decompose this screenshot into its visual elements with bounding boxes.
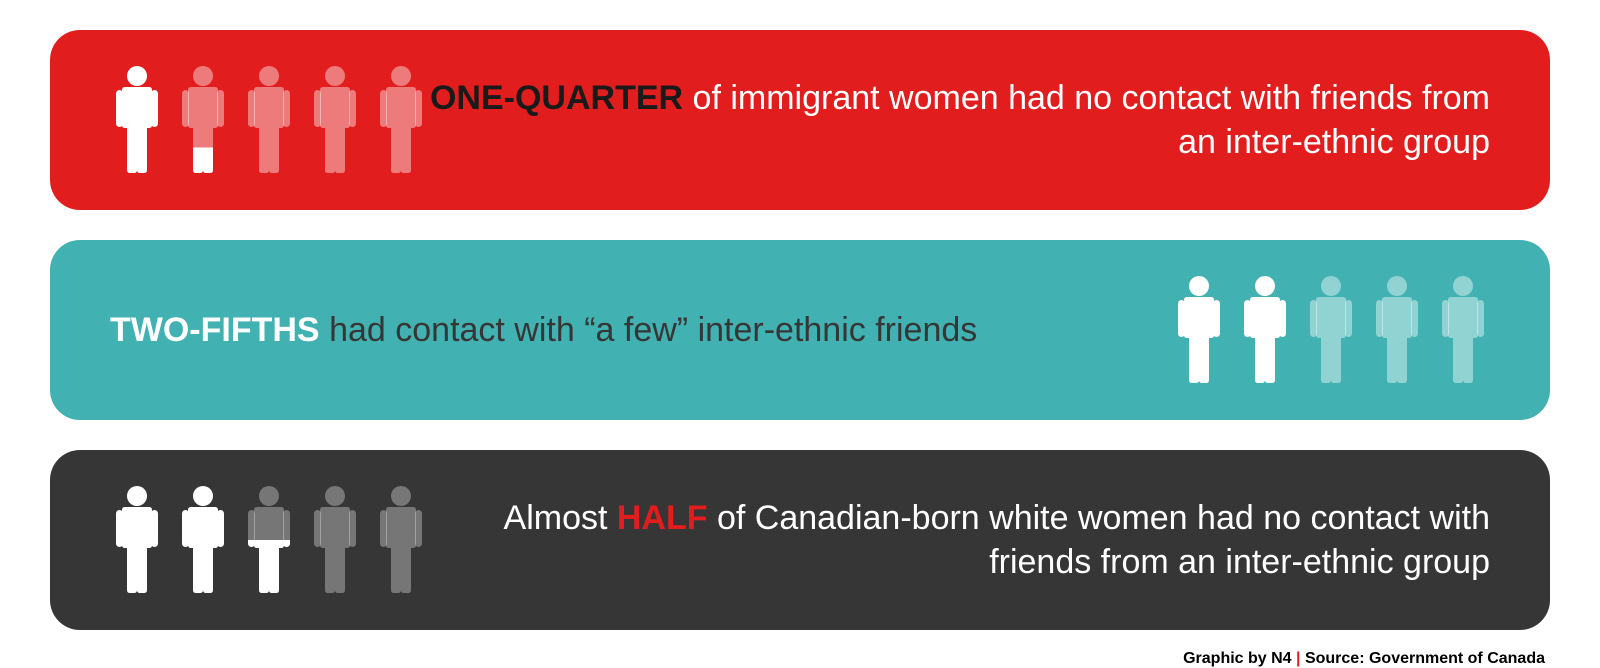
person-icon-faded bbox=[308, 65, 362, 175]
attribution-line: Graphic by N4 | Source: Government of Ca… bbox=[50, 650, 1550, 668]
person-icon-partial bbox=[176, 65, 230, 175]
stat-bar-one-quarter: ONE-QUARTER of immigrant women had no co… bbox=[50, 30, 1550, 210]
stat-body-3: of Canadian-born white women had no cont… bbox=[708, 499, 1490, 581]
person-icon-faded bbox=[1304, 275, 1358, 385]
stat-bar-half: Almost HALF of Canadian-born white women… bbox=[50, 450, 1550, 630]
person-icon-group-3 bbox=[110, 485, 428, 595]
stat-text-1: ONE-QUARTER of immigrant women had no co… bbox=[428, 76, 1490, 164]
person-icon-faded bbox=[242, 65, 296, 175]
person-icon-filled bbox=[1172, 275, 1226, 385]
stat-text-2: TWO-FIFTHS had contact with “a few” inte… bbox=[110, 308, 1172, 352]
stat-highlight-3: HALF bbox=[617, 499, 708, 537]
person-icon-group-1 bbox=[110, 65, 428, 175]
stat-highlight-2: TWO-FIFTHS bbox=[110, 311, 320, 349]
person-icon-filled bbox=[110, 65, 164, 175]
person-icon-faded bbox=[374, 485, 428, 595]
stat-pretext-3: Almost bbox=[504, 499, 617, 537]
person-icon-faded bbox=[374, 65, 428, 175]
stat-body-2: had contact with “a few” inter-ethnic fr… bbox=[320, 311, 978, 349]
person-icon-faded bbox=[1370, 275, 1424, 385]
stat-highlight-1: ONE-QUARTER bbox=[430, 79, 683, 117]
person-icon-faded bbox=[1436, 275, 1490, 385]
person-icon-group-2 bbox=[1172, 275, 1490, 385]
person-icon-partial bbox=[242, 485, 296, 595]
stat-text-3: Almost HALF of Canadian-born white women… bbox=[428, 496, 1490, 584]
person-icon-faded bbox=[308, 485, 362, 595]
stat-body-1: of immigrant women had no contact with f… bbox=[683, 79, 1490, 161]
person-icon-filled bbox=[1238, 275, 1292, 385]
stat-bar-two-fifths: TWO-FIFTHS had contact with “a few” inte… bbox=[50, 240, 1550, 420]
person-icon-filled bbox=[176, 485, 230, 595]
attribution-separator: | bbox=[1292, 650, 1305, 667]
attribution-author: Graphic by N4 bbox=[1183, 650, 1291, 667]
person-icon-filled bbox=[110, 485, 164, 595]
attribution-source: Source: Government of Canada bbox=[1305, 650, 1545, 667]
